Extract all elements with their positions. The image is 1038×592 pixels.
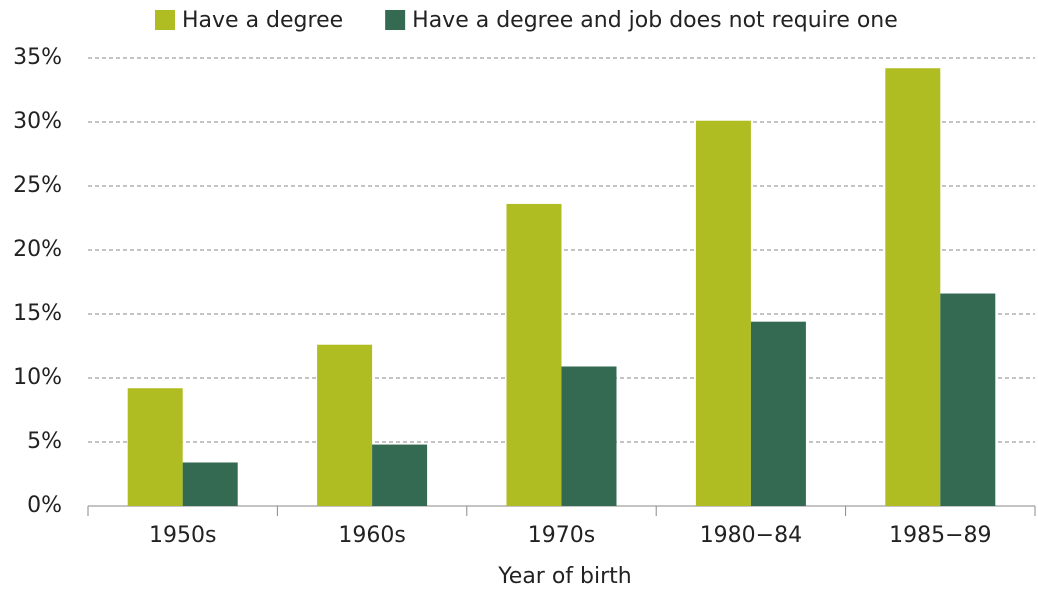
- y-tick-label: 5%: [27, 429, 62, 454]
- legend-swatch: [385, 10, 406, 30]
- bar: [317, 344, 373, 506]
- x-axis-label: Year of birth: [497, 564, 631, 589]
- y-tick-label: 30%: [13, 109, 62, 134]
- y-tick-label: 10%: [13, 365, 62, 390]
- legend-label: Have a degree and job does not require o…: [412, 8, 898, 33]
- bar: [127, 388, 183, 506]
- x-tick-label: 1950s: [149, 523, 216, 548]
- bar: [750, 321, 806, 506]
- x-tick-label: 1960s: [338, 523, 405, 548]
- legend-label: Have a degree: [182, 8, 343, 33]
- bar: [695, 120, 751, 506]
- x-tick-label: 1980−84: [700, 523, 802, 548]
- x-tick-label: 1970s: [528, 523, 595, 548]
- bar: [885, 68, 941, 507]
- legend-swatch: [155, 10, 175, 30]
- bar: [506, 203, 562, 507]
- y-tick-label: 35%: [13, 45, 62, 70]
- bar: [561, 366, 617, 506]
- bar: [372, 444, 428, 506]
- y-tick-label: 0%: [27, 493, 62, 518]
- bar: [940, 293, 996, 506]
- y-tick-label: 15%: [13, 301, 62, 326]
- x-tick-label: 1985−89: [889, 523, 991, 548]
- y-tick-label: 20%: [13, 237, 62, 262]
- bar: [182, 462, 238, 506]
- y-tick-label: 25%: [13, 173, 62, 198]
